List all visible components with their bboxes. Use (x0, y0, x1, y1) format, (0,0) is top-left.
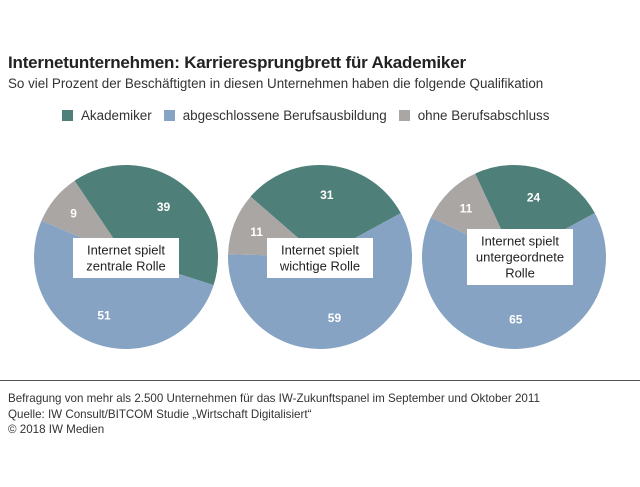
chart-title: Internetunternehmen: Karrieresprungbrett… (8, 53, 466, 72)
legend-label: ohne Berufsabschluss (417, 108, 550, 123)
pie-slice-akademiker (74, 165, 219, 286)
slice-value-label: 65 (509, 313, 523, 327)
center-label-box (467, 229, 573, 285)
center-label-text: Internet spielt (481, 234, 559, 249)
legend-swatch (163, 110, 175, 121)
slice-value-label: 9 (70, 207, 77, 221)
slice-value-label: 11 (460, 202, 473, 216)
slice-value-label: 11 (250, 225, 263, 239)
slice-value-label: 59 (328, 311, 342, 325)
footer: Befragung von mehr als 2.500 Unternehmen… (8, 391, 540, 438)
divider (0, 380, 640, 381)
center-label-text: Internet spielt (281, 243, 359, 258)
slice-value-label: 31 (320, 188, 334, 202)
footer-note: Befragung von mehr als 2.500 Unternehmen… (8, 392, 540, 405)
slice-value-label: 39 (157, 200, 171, 214)
legend-label: Akademiker (81, 108, 152, 123)
slice-value-label: 24 (527, 191, 541, 205)
center-label-box (267, 238, 373, 278)
footer-source: Quelle: IW Consult/BITCOM Studie „Wirtsc… (8, 407, 312, 421)
legend: Akademiker abgeschlossene Berufsausbildu… (62, 108, 561, 123)
legend-swatch (398, 110, 410, 121)
center-label-text: untergeordnete (476, 250, 564, 265)
center-label-text: Internet spielt (87, 243, 165, 258)
pie-slice-akademiker (250, 164, 401, 257)
pie-slice-ohne-abschluss (41, 180, 126, 257)
legend-item-akademiker: Akademiker (62, 108, 152, 123)
center-label-box (73, 238, 179, 278)
legend-label: abgeschlossene Berufsausbildung (182, 108, 387, 123)
legend-item-ohne-abschluss: ohne Berufsabschluss (398, 108, 550, 123)
center-label-text: wichtige Rolle (279, 259, 360, 274)
slice-value-label: 51 (97, 309, 111, 323)
legend-swatch (62, 110, 73, 121)
footer-copyright: © 2018 IW Medien (8, 423, 105, 436)
center-label-text: Rolle (505, 266, 535, 281)
legend-item-berufsausbildung: abgeschlossene Berufsausbildung (163, 108, 387, 123)
chart-subtitle: So viel Prozent der Beschäftigten in die… (8, 76, 544, 91)
center-label-text: zentrale Rolle (86, 259, 166, 274)
